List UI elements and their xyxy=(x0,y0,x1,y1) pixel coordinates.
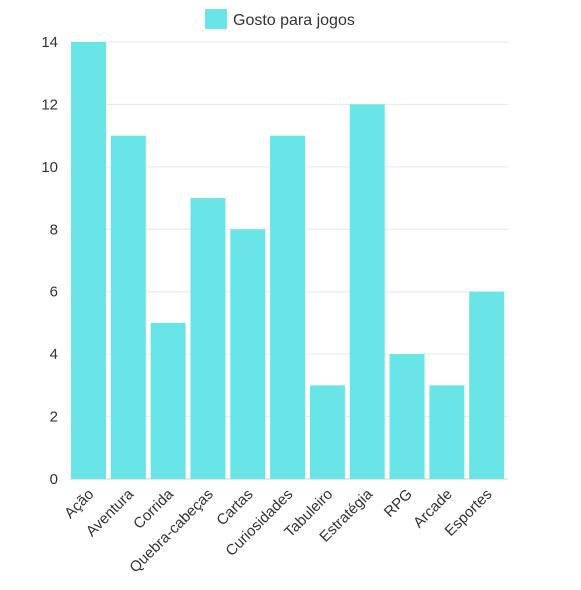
bar-6[interactable] xyxy=(309,385,345,479)
bars xyxy=(71,42,505,480)
bar-9[interactable] xyxy=(429,385,465,479)
legend[interactable]: Gosto para jogos xyxy=(205,9,355,29)
y-axis: 0 2 4 6 8 10 12 14 xyxy=(41,34,58,488)
y-tick-label: 6 xyxy=(50,284,58,301)
bar-1[interactable] xyxy=(110,135,146,479)
y-tick-label: 14 xyxy=(41,34,58,51)
legend-label: Gosto para jogos xyxy=(233,12,355,29)
y-tick-label: 12 xyxy=(41,96,58,113)
bar-7[interactable] xyxy=(349,104,385,479)
y-tick-label: 2 xyxy=(50,409,58,426)
x-axis: AçãoAventuraCorridaQuebra-cabeçasCartasC… xyxy=(61,485,495,576)
bar-4[interactable] xyxy=(230,229,266,479)
x-tick-label: Ação xyxy=(61,486,97,522)
y-tick-label: 8 xyxy=(50,221,58,238)
legend-swatch xyxy=(205,9,227,29)
y-tick-label: 10 xyxy=(41,159,58,176)
bar-2[interactable] xyxy=(150,322,186,479)
y-tick-label: 4 xyxy=(50,346,58,363)
bar-8[interactable] xyxy=(389,354,425,479)
y-tick-label: 0 xyxy=(50,471,58,488)
x-tick-label: RPG xyxy=(381,486,416,521)
bar-3[interactable] xyxy=(190,198,226,480)
bar-10[interactable] xyxy=(469,291,505,479)
bar-5[interactable] xyxy=(270,135,306,479)
bar-0[interactable] xyxy=(71,42,106,479)
